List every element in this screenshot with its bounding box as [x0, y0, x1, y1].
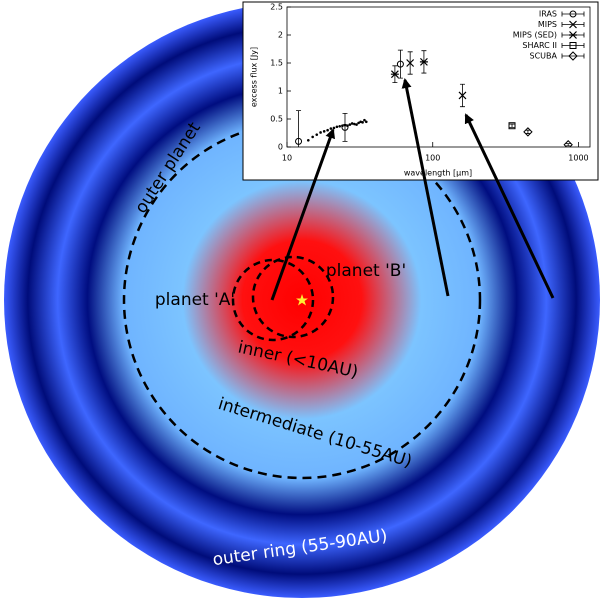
marker — [419, 57, 428, 66]
legend-label: SCUBA — [530, 52, 558, 61]
planet-a-label: planet 'A' — [155, 290, 235, 310]
legend-label: IRAS — [539, 10, 557, 19]
y-tick-label: 0.5 — [270, 115, 283, 124]
spectrum-point — [350, 122, 354, 125]
data-point — [295, 110, 303, 147]
plot-area — [295, 49, 573, 147]
legend-marker — [569, 10, 577, 18]
spectrum-point — [326, 128, 329, 132]
spectrum-point — [319, 131, 322, 134]
arrow — [401, 78, 450, 297]
legend-marker — [569, 31, 577, 39]
spectrum-point — [348, 123, 352, 126]
spectrum-point — [364, 120, 368, 124]
marker — [295, 137, 303, 145]
spectrum-point — [329, 127, 333, 130]
spectrum-point — [359, 120, 362, 124]
y-tick-label: 2 — [278, 31, 283, 40]
spectrum-point — [322, 130, 326, 133]
legend-label: SHARC II — [522, 41, 557, 50]
marker — [458, 91, 467, 100]
outer-planet-orbit — [122, 120, 482, 480]
spectrum-point — [332, 126, 336, 130]
x-tick-label: 10 — [282, 154, 292, 163]
arrow — [464, 113, 555, 299]
marker — [523, 127, 533, 137]
legend-line — [561, 53, 585, 59]
error-bar — [296, 110, 302, 147]
marker — [341, 123, 349, 131]
spectrum-point — [306, 138, 310, 142]
spectrum-point — [363, 118, 366, 122]
data-point — [458, 83, 467, 108]
x-tick-label: 1000 — [568, 154, 588, 163]
y-tick-label: 0 — [278, 143, 283, 152]
x-tick-label: 100 — [425, 154, 440, 163]
spectrum-point — [335, 125, 339, 129]
error-bar — [342, 113, 348, 142]
legend-marker — [569, 42, 577, 49]
data-point — [563, 140, 573, 147]
spectrum-point — [353, 122, 356, 126]
data-point — [523, 127, 533, 137]
legend-line — [561, 43, 585, 48]
x-axis-label: wavelength [μm] — [404, 169, 472, 178]
spectrum-point — [311, 135, 314, 139]
legend-marker — [568, 51, 578, 61]
spectrum-point — [361, 121, 364, 124]
star — [296, 294, 308, 306]
legend-label: MIPS (SED) — [513, 31, 557, 40]
marker — [563, 140, 573, 147]
data-point — [419, 50, 428, 74]
y-axis-label: excess flux [Jy] — [250, 47, 259, 107]
marker — [390, 70, 399, 79]
legend-line — [561, 11, 585, 17]
y-tick-label: 1 — [278, 87, 283, 96]
plot-frame — [286, 6, 591, 148]
arrow — [270, 128, 336, 301]
marker — [406, 59, 415, 67]
legend-label: MIPS — [538, 20, 557, 29]
data-point — [341, 113, 349, 142]
marker — [508, 122, 516, 130]
y-tick-label: 2.5 — [270, 3, 283, 12]
spectrum-point — [315, 133, 319, 136]
data-point — [508, 122, 516, 130]
spectrum-point — [357, 121, 360, 125]
spectrum-point — [338, 124, 342, 128]
legend-marker — [569, 20, 577, 29]
planet-b-label: planet 'B' — [326, 261, 406, 281]
marker — [396, 60, 404, 68]
error-bar — [565, 143, 571, 147]
y-tick-label: 1.5 — [270, 59, 283, 68]
planet-a-orbit — [231, 258, 315, 342]
spectrum-point — [355, 123, 358, 126]
data-point — [390, 65, 399, 83]
data-point — [406, 51, 415, 75]
planet-b-orbit — [251, 255, 335, 339]
error-bar — [509, 123, 515, 128]
